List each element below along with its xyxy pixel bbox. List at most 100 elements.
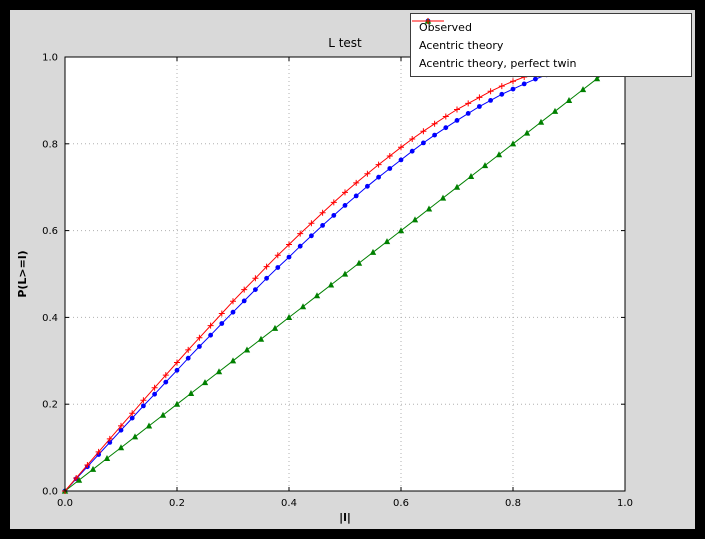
marker-plus — [398, 144, 404, 151]
x-tick-label: 0.2 — [169, 498, 185, 509]
marker-circle — [320, 223, 325, 228]
x-tick-label: 1.0 — [617, 498, 633, 509]
marker-circle — [174, 367, 180, 373]
marker-triangle — [537, 118, 545, 125]
marker-plus — [230, 298, 236, 305]
marker-plus — [442, 113, 449, 120]
legend-item: Acentric theory — [412, 17, 683, 53]
marker-circle — [331, 213, 337, 218]
legend-sample-line — [412, 18, 444, 24]
marker-triangle — [159, 411, 167, 418]
marker-plus — [274, 252, 281, 259]
marker-plus — [308, 220, 315, 227]
series-acentric-theory-perfect-twin — [62, 60, 572, 494]
marker-circle — [443, 125, 449, 131]
marker-circle — [365, 183, 370, 189]
marker-triangle — [215, 368, 223, 375]
marker-circle — [208, 332, 214, 338]
marker-circle — [477, 104, 482, 109]
marker-triangle — [593, 75, 601, 82]
marker-plus — [353, 179, 360, 186]
marker-triangle — [89, 465, 97, 472]
marker-plus — [84, 462, 91, 468]
marker-triangle — [439, 194, 447, 201]
marker-triangle — [383, 238, 391, 245]
marker-plus — [252, 275, 259, 282]
marker-plus — [510, 78, 516, 85]
marker-circle — [264, 275, 269, 281]
marker-triangle — [229, 357, 237, 364]
marker-triangle — [369, 248, 377, 255]
legend-item: Observed — [412, 18, 683, 35]
marker-circle — [376, 174, 381, 180]
marker-circle — [342, 203, 348, 208]
y-tick-label: 0.4 — [42, 313, 58, 324]
marker-triangle — [131, 433, 139, 440]
x-tick-label: 0.6 — [393, 498, 409, 509]
marker-plus — [106, 435, 113, 442]
marker-triangle — [509, 140, 517, 147]
marker-triangle — [327, 281, 335, 288]
y-tick-label: 1.0 — [42, 53, 58, 64]
marker-circle — [275, 265, 281, 270]
marker-circle — [253, 287, 258, 292]
marker-plus — [263, 263, 270, 270]
marker-plus — [140, 397, 147, 404]
marker-circle — [521, 81, 527, 87]
marker-circle — [499, 91, 505, 97]
figure-canvas: 0.0 0.2 0.4 0.6 0.8 1.0 0.0 0.2 0.4 0.6 0.8 1.0 L te… — [10, 10, 695, 529]
marker-triangle — [257, 335, 265, 342]
marker-circle — [152, 391, 158, 397]
marker-plus — [207, 322, 214, 329]
marker-plus — [342, 189, 348, 196]
x-tick-label: 0.0 — [57, 498, 73, 509]
marker-circle — [421, 140, 426, 146]
marker-circle — [465, 111, 471, 116]
marker-circle — [432, 132, 437, 138]
marker-plus — [162, 372, 169, 379]
marker-circle — [454, 118, 460, 123]
marker-triangle — [285, 314, 293, 320]
marker-triangle — [453, 183, 461, 190]
chart-title: L test — [328, 36, 362, 50]
marker-triangle — [355, 259, 363, 266]
marker-plus — [425, 18, 431, 24]
marker-circle — [197, 344, 202, 349]
marker-circle — [163, 379, 169, 385]
marker-circle — [297, 243, 303, 249]
marker-triangle — [271, 324, 279, 331]
marker-plus — [196, 334, 203, 341]
marker-plus — [185, 346, 192, 353]
marker-triangle — [397, 227, 405, 234]
marker-plus — [330, 199, 337, 206]
marker-plus — [454, 106, 460, 113]
marker-triangle — [75, 476, 83, 483]
marker-plus — [218, 310, 225, 317]
axes-frame — [64, 56, 626, 492]
legend: Observed Acentric theory Acentric theory, … — [410, 13, 692, 77]
marker-plus — [241, 286, 248, 293]
marker-plus — [386, 153, 393, 159]
marker-triangle — [173, 400, 181, 407]
marker-circle — [241, 298, 247, 304]
marker-circle — [533, 76, 538, 82]
marker-plus — [319, 209, 326, 216]
marker-circle — [409, 148, 415, 154]
marker-plus — [118, 422, 124, 429]
marker-triangle — [117, 444, 125, 451]
marker-plus — [431, 120, 438, 127]
marker-plus — [375, 161, 382, 168]
marker-plus — [297, 230, 304, 237]
legend-label: Acentric theory, perfect twin — [419, 56, 577, 70]
gridlines — [65, 57, 625, 491]
marker-triangle — [551, 107, 559, 114]
marker-circle — [510, 86, 516, 92]
marker-circle — [398, 157, 404, 163]
marker-triangle — [341, 270, 349, 277]
marker-triangle — [313, 292, 321, 299]
marker-triangle — [201, 379, 209, 386]
legend-item: Acentric theory, perfect twin — [412, 18, 683, 71]
marker-plus — [487, 88, 494, 95]
marker-circle — [309, 233, 314, 239]
marker-triangle — [145, 422, 153, 429]
